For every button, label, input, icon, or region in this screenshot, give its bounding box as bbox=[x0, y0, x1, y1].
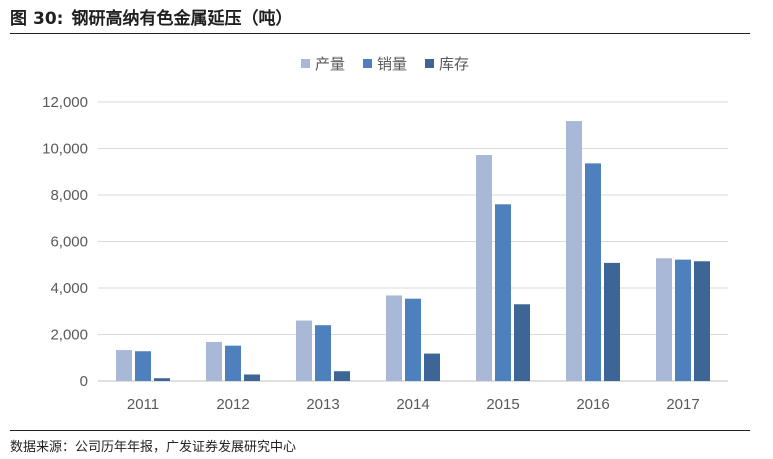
bar-销量-2014 bbox=[405, 298, 421, 381]
bar-库存-2017 bbox=[694, 261, 710, 381]
bar-产量-2013 bbox=[296, 320, 312, 381]
legend-swatch-库存 bbox=[425, 59, 434, 68]
x-tick-label: 2016 bbox=[576, 396, 609, 413]
chart-bars bbox=[116, 121, 710, 381]
y-tick-label: 8,000 bbox=[50, 187, 88, 204]
figure-title-text: 钢研高纳有色金属延压（吨） bbox=[71, 9, 293, 29]
figure-label: 图 bbox=[10, 9, 27, 29]
x-tick-label: 2017 bbox=[666, 396, 699, 413]
bar-产量-2014 bbox=[386, 295, 402, 381]
bar-产量-2016 bbox=[566, 121, 582, 381]
x-axis-ticks: 2011 2012 2013 2014 2015 2016 2017 bbox=[127, 396, 700, 413]
chart-gridlines bbox=[98, 101, 728, 382]
x-tick-label: 2015 bbox=[486, 396, 519, 413]
bar-产量-2012 bbox=[206, 341, 222, 381]
bar-产量-2017 bbox=[656, 258, 672, 381]
y-tick-label: 0 bbox=[80, 373, 88, 390]
bar-产量-2011 bbox=[116, 350, 132, 381]
source-divider bbox=[10, 430, 750, 431]
bar-销量-2011 bbox=[135, 351, 151, 381]
legend-swatch-产量 bbox=[301, 59, 310, 68]
x-tick-label: 2012 bbox=[216, 396, 249, 413]
legend-label-销量: 销量 bbox=[377, 56, 407, 73]
legend-swatch-销量 bbox=[363, 59, 372, 68]
legend-label-产量: 产量 bbox=[315, 56, 345, 73]
bar-库存-2016 bbox=[604, 262, 620, 381]
bar-库存-2015 bbox=[514, 304, 530, 381]
y-tick-label: 2,000 bbox=[50, 327, 88, 344]
bar-销量-2017 bbox=[675, 259, 691, 381]
x-tick-label: 2014 bbox=[396, 396, 429, 413]
title-divider bbox=[10, 33, 750, 34]
y-tick-label: 6,000 bbox=[50, 234, 88, 251]
bar-销量-2015 bbox=[495, 204, 511, 381]
x-tick-label: 2013 bbox=[306, 396, 339, 413]
figure-title: 图 30: 钢研高纳有色金属延压（吨） bbox=[10, 6, 292, 32]
legend-label-库存: 库存 bbox=[439, 56, 469, 73]
chart-legend: 产量 销量 库存 bbox=[301, 56, 469, 73]
bar-销量-2012 bbox=[225, 345, 241, 381]
bar-产量-2015 bbox=[476, 155, 492, 381]
bar-销量-2016 bbox=[585, 163, 601, 381]
y-axis-ticks: 0 2,000 4,000 6,000 8,000 10,000 12,000 bbox=[42, 94, 88, 390]
x-tick-label: 2011 bbox=[127, 396, 159, 413]
bar-库存-2014 bbox=[424, 353, 440, 381]
bar-库存-2012 bbox=[244, 374, 260, 381]
figure-number: 30: bbox=[33, 9, 64, 29]
bar-库存-2011 bbox=[154, 378, 170, 381]
source-note: 数据来源：公司历年年报，广发证券发展研究中心 bbox=[10, 440, 297, 455]
bar-销量-2013 bbox=[315, 325, 331, 381]
y-tick-label: 12,000 bbox=[42, 94, 88, 111]
y-tick-label: 10,000 bbox=[42, 141, 88, 158]
bar-chart: 产量 销量 库存 0 2,000 4,000 6,000 8,000 10,000 12,000… bbox=[42, 56, 728, 413]
bar-库存-2013 bbox=[334, 371, 350, 381]
y-tick-label: 4,000 bbox=[50, 280, 88, 297]
